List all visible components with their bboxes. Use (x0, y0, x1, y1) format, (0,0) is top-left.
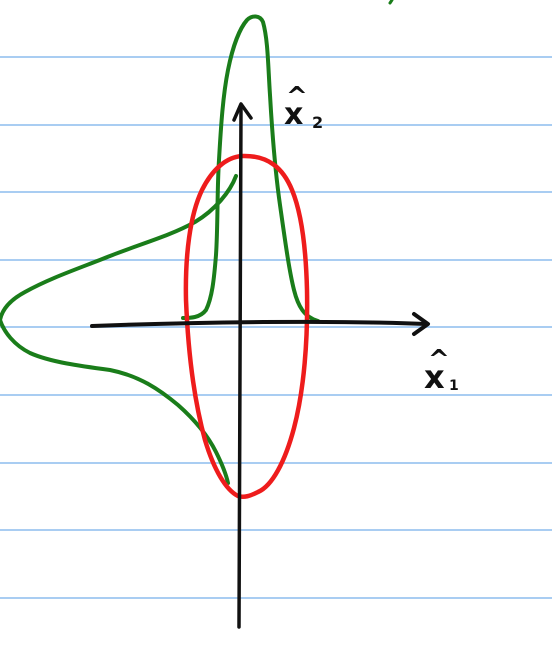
x1-label-subscript: 1 (449, 378, 459, 394)
x2-label-main: x (284, 97, 303, 132)
x2-distribution-curve (181, 14, 320, 323)
x2-axis (232, 102, 253, 629)
x1-label-hat: ^ (428, 345, 450, 375)
x1-axis-line (90, 319, 428, 328)
x2-label-subscript: 2 (312, 113, 323, 132)
green-mark (388, 0, 394, 5)
x2-label-hat: ^ (286, 82, 308, 112)
x1-axis-arrowhead (412, 312, 430, 336)
ruled-lines (0, 56, 552, 599)
x2-axis-line (237, 104, 243, 629)
x1-label-main: x (424, 358, 445, 396)
covariance-ellipse (183, 153, 310, 500)
x2-axis-label: ^ x 2 (284, 82, 323, 132)
x1-axis (90, 312, 430, 336)
x2-axis-arrowhead (232, 102, 253, 122)
x1-distribution-curve (0, 174, 238, 485)
x1-axis-label: ^ x 1 (424, 345, 459, 396)
